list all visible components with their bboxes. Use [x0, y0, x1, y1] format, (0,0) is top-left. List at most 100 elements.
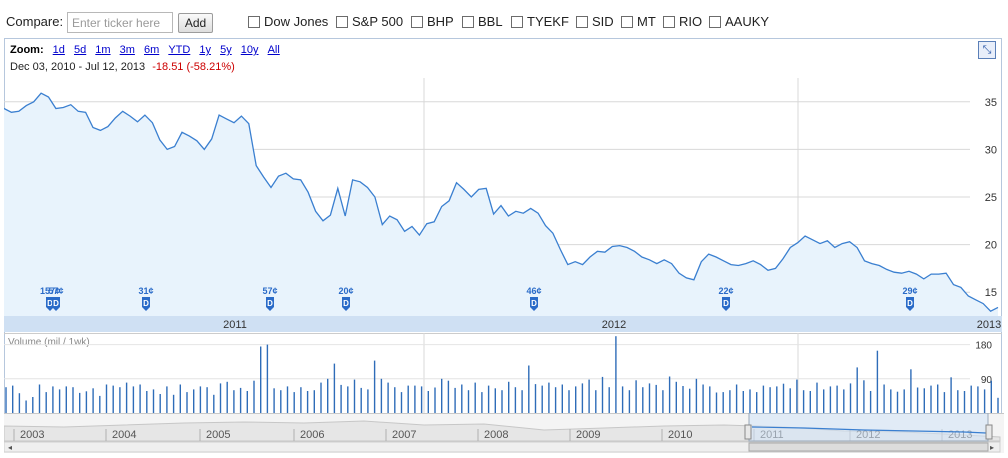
zoom-ytd[interactable]: YTD [168, 44, 191, 56]
dividend-marker-letter: D [53, 299, 59, 308]
dividend-marker-letter: D [531, 299, 537, 308]
compare-rio[interactable]: RIO [663, 14, 702, 30]
volume-chart: Volume (mil / 1wk) 90 180 [4, 333, 1002, 413]
range-end: Jul 12, 2013 [85, 61, 146, 73]
checkbox-icon[interactable] [511, 16, 523, 28]
scroll-left-icon: ◂ [8, 443, 12, 452]
compare-item-label: MT [637, 14, 656, 29]
scroll-right-icon: ▸ [990, 443, 994, 452]
compare-sp500[interactable]: S&P 500 [336, 14, 403, 30]
timeline-navigator[interactable]: 2003200420052006200720082009201020112012… [4, 413, 1004, 453]
dividend-marker-letter: D [267, 299, 273, 308]
navigator-year-label: 2004 [112, 429, 136, 441]
compare-item-label: SID [592, 14, 614, 29]
navigator-selection [748, 413, 989, 442]
compare-item-label: TYEKF [527, 14, 569, 29]
dividend-marker-letter: D [723, 299, 729, 308]
dividend-label: 29¢ [902, 286, 917, 296]
zoom-5y[interactable]: 5y [220, 44, 232, 56]
compare-item-label: RIO [679, 14, 703, 29]
year-label: 2012 [602, 319, 626, 331]
price-tick-label: 25 [985, 192, 997, 204]
zoom-10y[interactable]: 10y [240, 44, 259, 56]
dividend-marker-letter: D [907, 299, 913, 308]
year-label: 2013 [977, 319, 1001, 331]
dividend-label: 157¢ [40, 286, 60, 296]
compare-dow-jones[interactable]: Dow Jones [248, 14, 328, 30]
dividend-marker-icon [52, 297, 60, 311]
zoom-label: Zoom: [10, 44, 44, 56]
zoom-row: Zoom: 1d 5d 1m 3m 6m YTD 1y 5y 10y All [10, 44, 280, 56]
compare-bar: Compare: Add Dow Jones S&P 500 BHP BBL T… [0, 0, 1008, 38]
dividend-label: 46¢ [526, 286, 541, 296]
add-button[interactable]: Add [178, 13, 213, 33]
checkbox-icon[interactable] [621, 16, 633, 28]
compare-item-label: BHP [427, 14, 454, 29]
price-line [4, 92, 999, 312]
compare-bhp[interactable]: BHP [411, 14, 454, 30]
compare-label: Compare: [6, 14, 64, 29]
zoom-5d[interactable]: 5d [73, 44, 87, 56]
price-area-fill [4, 93, 998, 316]
navigator-left-handle [744, 424, 752, 440]
date-range: Dec 03, 2010 - Jul 12, 2013 -18.51 (-58.… [10, 61, 235, 73]
compare-bbl[interactable]: BBL [462, 14, 503, 30]
compare-aauky[interactable]: AAUKY [709, 14, 769, 30]
dividend-marker-letter: D [343, 299, 349, 308]
year-band [4, 316, 1002, 332]
compare-mt[interactable]: MT [621, 14, 656, 30]
checkbox-icon[interactable] [248, 16, 260, 28]
dividend-marker-letter: D [47, 299, 53, 308]
navigator-year-label: 2010 [668, 429, 692, 441]
navigator-year-label: 2007 [392, 429, 416, 441]
navigator-right-handle [985, 424, 993, 440]
checkbox-icon[interactable] [411, 16, 423, 28]
range-start: Dec 03, 2010 [10, 61, 76, 73]
price-tick-label: 15 [985, 287, 997, 299]
compare-item-label: AAUKY [725, 14, 770, 29]
dividend-marker-icon [266, 297, 274, 311]
dividend-marker-icon [142, 297, 150, 311]
navigator-year-label: 2008 [484, 429, 508, 441]
navigator-year-label: 2003 [20, 429, 44, 441]
navigator-year-label: 2006 [300, 429, 324, 441]
compare-item-label: Dow Jones [264, 14, 329, 29]
zoom-all[interactable]: All [267, 44, 280, 56]
compare-tyekf[interactable]: TYEKF [511, 14, 569, 30]
zoom-6m[interactable]: 6m [143, 44, 160, 56]
navigator-year-label: 2009 [576, 429, 600, 441]
ticker-input[interactable] [67, 12, 173, 33]
dividend-label: 31¢ [138, 286, 153, 296]
dividend-marker-icon [530, 297, 538, 311]
dividend-marker-icon [342, 297, 350, 311]
price-chart[interactable]: 15 20 25 30 35 157¢ D 57¢ D 31¢ D 57¢ D 20¢ D 46¢ D 22¢ D 2… [4, 78, 1002, 332]
dividend-marker-letter: D [143, 299, 149, 308]
year-label: 2011 [223, 319, 247, 331]
volume-tick-label: 180 [975, 341, 992, 352]
navigator-scrollbar-track [4, 441, 1001, 453]
price-tick-label: 35 [985, 97, 997, 109]
volume-tick-label: 90 [981, 375, 993, 386]
dividend-marker-icon [906, 297, 914, 311]
dividend-marker-icon [722, 297, 730, 311]
zoom-1y[interactable]: 1y [199, 44, 212, 56]
volume-title: Volume (mil / 1wk) [8, 337, 90, 348]
checkbox-icon[interactable] [576, 16, 588, 28]
compare-sid[interactable]: SID [576, 14, 614, 30]
price-tick-label: 30 [985, 144, 997, 156]
zoom-1d[interactable]: 1d [52, 44, 65, 56]
navigator-scrollbar-thumb [748, 442, 989, 452]
compare-item-label: BBL [478, 14, 503, 29]
dividend-label: 20¢ [338, 286, 353, 296]
range-separator: - [78, 61, 83, 73]
navigator-year-label: 2005 [206, 429, 230, 441]
zoom-1m[interactable]: 1m [95, 44, 111, 56]
checkbox-icon[interactable] [336, 16, 348, 28]
checkbox-icon[interactable] [462, 16, 474, 28]
expand-icon[interactable]: ⤡ [978, 41, 996, 59]
dividend-label: 57¢ [48, 286, 63, 296]
checkbox-icon[interactable] [709, 16, 721, 28]
checkbox-icon[interactable] [663, 16, 675, 28]
zoom-3m[interactable]: 3m [119, 44, 135, 56]
navigator-selected-line [751, 426, 987, 434]
